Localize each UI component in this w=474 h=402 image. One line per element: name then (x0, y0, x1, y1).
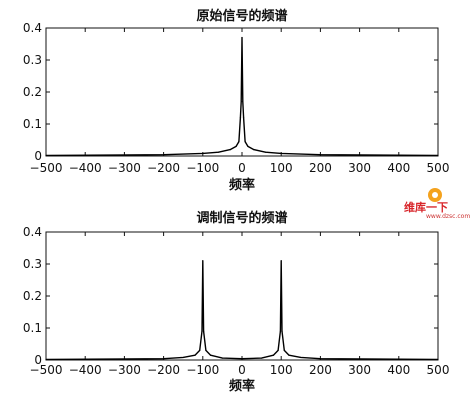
data-point (221, 357, 223, 359)
data-point (300, 356, 302, 359)
data-point (247, 145, 249, 147)
data-point (194, 354, 196, 356)
y-tick-label: 0.1 (23, 321, 42, 335)
data-point (202, 152, 204, 155)
x-tick-label: 100 (270, 161, 293, 175)
data-point (319, 358, 321, 360)
y-tick-label: 0.4 (23, 21, 42, 35)
data-point (240, 101, 242, 103)
data-point (199, 349, 201, 351)
y-tick-label: 0.2 (23, 85, 42, 99)
data-point (319, 154, 321, 156)
x-tick-label: −500 (30, 363, 63, 377)
data-point (202, 260, 204, 262)
x-tick-label: −400 (69, 161, 102, 175)
chart-title: 调制信号的频谱 (196, 210, 287, 226)
x-tick-label: −400 (69, 363, 102, 377)
watermark-text: 维库一下 (404, 201, 448, 214)
data-point (288, 354, 290, 356)
x-axis-label: 频率 (229, 378, 255, 394)
data-point (253, 149, 255, 151)
data-point (210, 354, 212, 356)
x-tick-label: 300 (348, 363, 371, 377)
data-point (281, 330, 283, 332)
data-point (163, 154, 165, 156)
chart-1: 原始信号的频谱 −500 −400 −300 −200 −100 0 100 200 300 400… (23, 8, 450, 193)
data-point (45, 154, 47, 156)
data-point (201, 330, 203, 332)
data-point (45, 358, 47, 360)
x-tick-label: −500 (30, 161, 63, 175)
y-tick-label: 0 (34, 149, 42, 163)
x-tick-label: −200 (147, 363, 180, 377)
data-point (235, 145, 237, 147)
data-point (217, 151, 220, 153)
x-tick-label: −300 (108, 363, 141, 377)
watermark-logo (400, 186, 470, 220)
x-tick-label: 0 (238, 161, 246, 175)
data-point (280, 152, 282, 155)
plot-frame (45, 231, 439, 361)
data-point (261, 357, 263, 359)
x-tick-label: 100 (270, 363, 293, 377)
chart-2: 调制信号的频谱 −500 −400 −300 −200 −100 0 100 200 300 400… (23, 210, 450, 394)
data-point (283, 349, 285, 351)
data-point (242, 101, 244, 103)
x-tick-label: −100 (186, 161, 219, 175)
data-point (205, 349, 207, 351)
x-tick-label: 500 (427, 363, 450, 377)
data-point (244, 141, 246, 143)
data-point (272, 354, 274, 356)
data-point (279, 330, 282, 332)
data-point (264, 151, 267, 153)
data-point (229, 149, 231, 151)
data-point (182, 356, 184, 359)
y-tick-label: 0.2 (23, 289, 42, 303)
data-point (241, 37, 243, 39)
x-tick-label: −100 (186, 363, 219, 377)
x-tick-label: 300 (348, 161, 371, 175)
series-line (45, 36, 439, 157)
y-tick-label: 0.3 (23, 53, 42, 67)
data-point (437, 358, 439, 360)
y-tick-label: 0 (34, 353, 42, 367)
data-point (239, 117, 242, 119)
x-tick-label: 400 (387, 161, 410, 175)
series-line (45, 260, 439, 361)
x-tick-label: 200 (309, 161, 332, 175)
data-point (202, 330, 205, 332)
data-point (241, 358, 243, 360)
data-point (280, 260, 282, 262)
x-tick-label: 400 (387, 363, 410, 377)
y-tick-label: 0.4 (23, 225, 42, 239)
data-point (242, 117, 245, 119)
y-tick-label: 0.3 (23, 257, 42, 271)
x-axis-label: 频率 (229, 177, 255, 193)
data-point (163, 358, 165, 360)
data-point (437, 154, 439, 156)
watermark-url: www.dzsc.com (426, 213, 471, 220)
x-tick-label: −200 (147, 161, 180, 175)
x-tick-label: 200 (309, 363, 332, 377)
data-point (238, 141, 240, 143)
data-point (277, 349, 279, 351)
x-tick-label: −300 (108, 161, 141, 175)
chart-title: 原始信号的频谱 (196, 8, 287, 24)
y-tick-label: 0.1 (23, 117, 42, 131)
x-tick-label: 500 (427, 161, 450, 175)
x-tick-label: 0 (238, 363, 246, 377)
